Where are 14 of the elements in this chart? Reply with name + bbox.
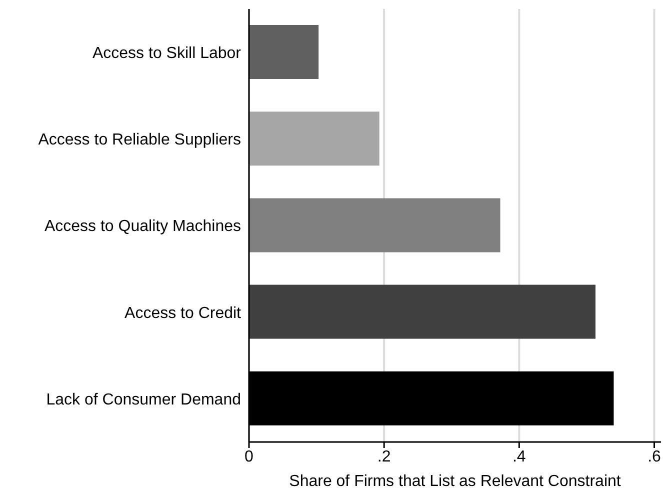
- x-axis-title: Share of Firms that List as Relevant Constraint: [289, 473, 622, 490]
- y-tick-label: Access to Quality Machines: [44, 218, 241, 236]
- x-tick-label: .2: [377, 448, 391, 466]
- bar: [249, 25, 319, 79]
- y-tick-label: Access to Credit: [124, 304, 242, 322]
- x-tick-label: 0: [244, 448, 254, 466]
- y-tick-label: Access to Skill Labor: [92, 44, 242, 62]
- bar: [249, 284, 596, 339]
- bar: [249, 198, 500, 252]
- y-tick-label: Lack of Consumer Demand: [46, 391, 241, 408]
- bar: [249, 112, 380, 166]
- y-tick-label: Access to Reliable Suppliers: [38, 132, 241, 149]
- x-tick-label: .6: [648, 448, 662, 466]
- x-tick-label: .4: [512, 448, 526, 466]
